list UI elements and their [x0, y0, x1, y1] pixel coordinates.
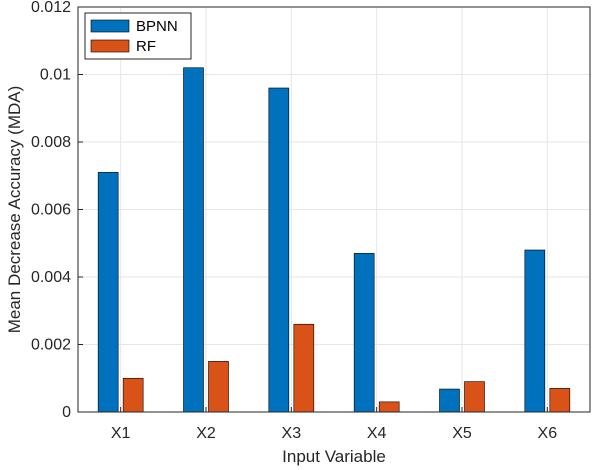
- bar-bpnn-x1: [97, 172, 119, 413]
- bar-rf-x6: [549, 388, 571, 413]
- x-tick-label: X4: [367, 425, 387, 442]
- y-axis-title: Mean Decrease Accuracy (MDA): [5, 86, 24, 334]
- x-tick-label: X6: [538, 425, 558, 442]
- bar-bpnn-x3: [268, 87, 290, 413]
- legend-swatch-rf: [90, 39, 130, 53]
- y-tick-label: 0.002: [31, 337, 71, 354]
- x-tick-label: X2: [196, 425, 216, 442]
- y-axis-ticks: 0 0.002 0.004 0.006 0.008 0.01 0.012: [31, 0, 83, 421]
- bar-rf-x4: [378, 401, 400, 413]
- y-tick-label: 0: [62, 404, 71, 421]
- bar-bpnn-x4: [353, 253, 375, 413]
- bar-bpnn-x5: [439, 388, 460, 413]
- x-tick-label: X5: [452, 425, 472, 442]
- y-tick-label: 0.012: [31, 0, 71, 16]
- legend: BPNN RF: [84, 12, 192, 60]
- x-axis-title: Input Variable: [282, 447, 386, 466]
- grid-lines: [78, 6, 590, 413]
- y-tick-label: 0.01: [40, 67, 71, 84]
- x-tick-label: X1: [111, 425, 131, 442]
- bar-rf-x2: [208, 361, 229, 413]
- bar-rf-x5: [464, 381, 485, 413]
- bar-rf-x1: [122, 377, 144, 413]
- legend-label-bpnn: BPNN: [136, 18, 178, 35]
- legend-label-rf: RF: [136, 38, 156, 55]
- y-tick-label: 0.004: [31, 269, 71, 286]
- bar-rf-x3: [293, 323, 315, 413]
- legend-swatch-bpnn: [90, 19, 130, 33]
- x-axis-ticks: X1 X2 X3 X4 X5 X6: [111, 407, 557, 442]
- y-tick-label: 0.008: [31, 134, 71, 151]
- bars: [97, 67, 571, 413]
- x-tick-label: X3: [282, 425, 302, 442]
- y-tick-label: 0.006: [31, 202, 71, 219]
- bar-bpnn-x6: [524, 249, 546, 413]
- bar-bpnn-x2: [183, 67, 204, 413]
